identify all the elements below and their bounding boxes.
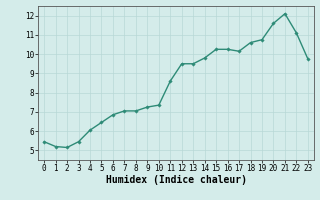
X-axis label: Humidex (Indice chaleur): Humidex (Indice chaleur) [106, 175, 246, 185]
